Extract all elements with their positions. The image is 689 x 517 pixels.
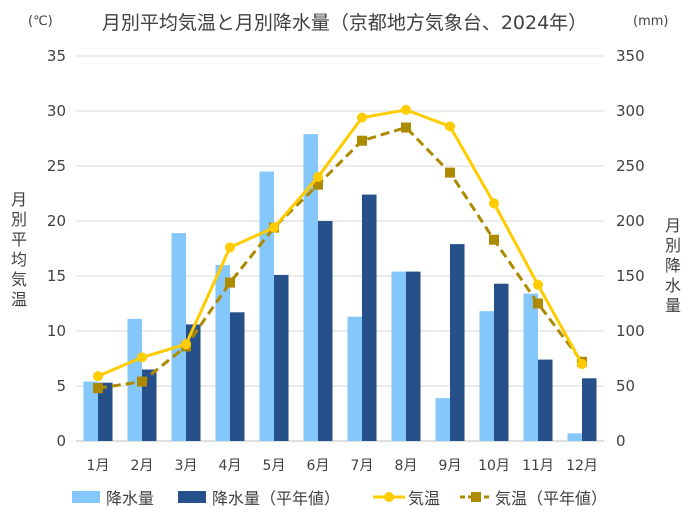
y-left-tick-label: 30: [47, 102, 66, 120]
legend-label-precip-normal: 降水量（平年値）: [212, 489, 341, 508]
x-tick-label: 1月: [87, 458, 110, 474]
legend-item-temp-normal: 気温（平年値）: [459, 485, 607, 509]
x-tick-label: 12月: [566, 458, 598, 474]
precip-bar: [259, 171, 274, 441]
legend-item-temp: 気温: [372, 485, 440, 509]
legend-label-temp-normal: 気温（平年値）: [495, 489, 608, 508]
precip-bar: [303, 134, 318, 441]
legend-swatch-precip: [72, 491, 100, 503]
y-right-tick-label: 0: [616, 432, 626, 450]
legend: 降水量 降水量（平年値） 気温 気温（平年値）: [0, 485, 689, 509]
x-tick-label: 8月: [395, 458, 418, 474]
temp-point: [269, 222, 279, 233]
precip-normal-bar: [538, 359, 553, 441]
precip-normal-bar: [186, 324, 201, 441]
temp-normal-line: [97, 125, 584, 390]
x-tick-label: 11月: [522, 458, 554, 474]
y-left-tick-label: 10: [47, 322, 66, 340]
chart-title: 月別平均気温と月別降水量（京都地方気象台、2024年）: [101, 12, 588, 34]
legend-label-temp: 気温: [408, 489, 441, 508]
temp-point: [577, 359, 587, 369]
x-tick-label: 3月: [175, 458, 198, 474]
legend-swatch-temp-normal: [460, 492, 492, 502]
temp-normal-point: [93, 383, 103, 394]
y-left-tick-label: 20: [47, 212, 66, 230]
x-tick-label: 10月: [478, 458, 510, 474]
right-axis-title: 月別降水量: [664, 216, 681, 315]
precip-normal-bar: [450, 244, 465, 441]
temp-point: [357, 112, 367, 123]
precip-bar: [215, 265, 230, 441]
temp-normal-point: [445, 167, 455, 178]
precip-normal-bar: [406, 271, 421, 441]
temp-point: [401, 104, 411, 115]
temp-normal-point: [225, 277, 235, 288]
legend-item-precip: 降水量: [72, 485, 154, 509]
y-left-tick-label: 35: [47, 47, 66, 65]
temp-point: [533, 279, 543, 290]
y-left-tick-label: 25: [47, 157, 66, 175]
precip-normal-bar: [142, 369, 157, 441]
temp-normal-point: [401, 122, 411, 133]
precip-normal-bar: [98, 382, 113, 441]
precip-bar: [347, 316, 362, 441]
left-axis-title: 月別平均気温: [10, 190, 27, 309]
y-left-tick-label: 0: [56, 432, 66, 450]
precip-bar: [83, 381, 98, 441]
legend-swatch-temp: [373, 492, 405, 502]
precip-normal-bar: [230, 312, 245, 441]
left-axis-unit: (℃): [28, 14, 53, 29]
temp-point: [225, 242, 235, 253]
x-tick-label: 6月: [307, 458, 330, 474]
x-tick-label: 5月: [263, 458, 286, 474]
precip-bar: [435, 398, 450, 441]
right-axis-unit: (mm): [633, 14, 669, 29]
temp-normal-point: [137, 376, 147, 387]
precip-bar: [567, 433, 582, 441]
temp-point: [313, 172, 323, 182]
y-left-tick-label: 5: [56, 377, 66, 395]
precip-bar: [171, 233, 186, 441]
temp-point: [137, 352, 147, 363]
precip-normal-bar: [318, 221, 333, 441]
y-left-tick-label: 15: [47, 267, 66, 285]
x-tick-label: 2月: [131, 458, 154, 474]
precip-bar: [479, 311, 494, 441]
y-right-tick-label: 150: [616, 267, 645, 285]
temp-normal-point: [313, 179, 323, 190]
temp-normal-point: [489, 234, 499, 245]
y-right-tick-label: 50: [616, 377, 635, 395]
temp-point: [93, 371, 103, 382]
precip-normal-bar: [274, 274, 289, 441]
y-right-tick-label: 250: [616, 157, 645, 175]
precip-bar: [391, 271, 406, 441]
x-tick-label: 7月: [351, 458, 374, 474]
legend-item-precip-normal: 降水量（平年値）: [178, 485, 340, 509]
temp-point: [445, 121, 455, 132]
temp-point: [489, 198, 499, 209]
precip-normal-bar: [494, 283, 509, 441]
legend-swatch-precip-normal: [178, 491, 206, 503]
precip-bar: [127, 318, 142, 441]
precip-normal-bar: [362, 194, 377, 441]
legend-label-precip: 降水量: [106, 489, 155, 508]
temp-line: [97, 108, 584, 378]
temp-normal-point: [357, 135, 367, 146]
x-tick-label: 4月: [219, 458, 242, 474]
temp-point: [181, 339, 191, 350]
y-right-tick-label: 350: [616, 47, 645, 65]
y-right-tick-label: 200: [616, 212, 645, 230]
x-tick-label: 9月: [439, 458, 462, 474]
y-right-tick-label: 300: [616, 102, 645, 120]
y-right-tick-label: 100: [616, 322, 645, 340]
precip-normal-bar: [582, 378, 597, 441]
temp-normal-point: [533, 298, 543, 309]
precip-bar: [523, 293, 538, 441]
